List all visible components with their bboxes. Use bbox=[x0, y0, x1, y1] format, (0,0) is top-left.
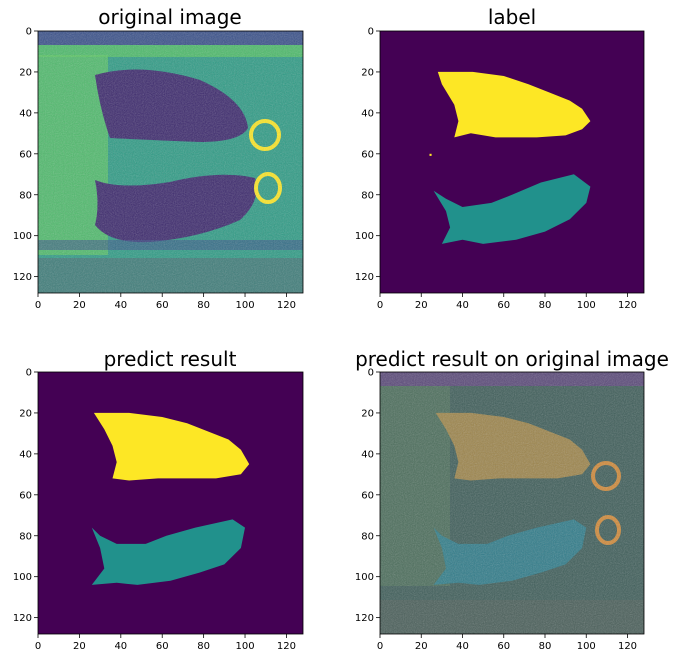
y-tick-label-label-60: 60 bbox=[361, 149, 374, 160]
y-tick-label-predict-120: 120 bbox=[13, 613, 32, 624]
predict-region-lower-lung-1 bbox=[91, 519, 245, 585]
x-tick-label-label-40: 40 bbox=[456, 300, 469, 311]
panel-title-original: original image bbox=[98, 5, 241, 29]
y-tick-label-overlay-20: 20 bbox=[361, 408, 374, 419]
y-tick-label-original-40: 40 bbox=[19, 108, 32, 119]
y-tick-label-predict-100: 100 bbox=[13, 572, 32, 583]
y-tick-label-overlay-40: 40 bbox=[361, 449, 374, 460]
x-tick-label-overlay-60: 60 bbox=[497, 641, 510, 652]
x-tick-label-predict-80: 80 bbox=[197, 641, 210, 652]
axes-layer: 0 20 40 60 80 100 120 0 20 40 60 80 100 120 0 20 40 60 80 1… bbox=[13, 27, 645, 652]
predict-regions bbox=[91, 412, 250, 585]
y-tick-label-overlay-100: 100 bbox=[355, 572, 374, 583]
y-tick-label-overlay-0: 0 bbox=[368, 368, 374, 379]
y-tick-label-original-60: 60 bbox=[19, 149, 32, 160]
y-tick-label-label-40: 40 bbox=[361, 108, 374, 119]
axes-original: 0 20 40 60 80 100 120 0 20 40 60 80 100 120 bbox=[13, 27, 304, 311]
y-tick-label-predict-40: 40 bbox=[19, 449, 32, 460]
x-tick-label-predict-20: 20 bbox=[73, 641, 86, 652]
x-tick-label-label-80: 80 bbox=[539, 300, 552, 311]
x-tick-label-overlay-80: 80 bbox=[539, 641, 552, 652]
y-tick-label-predict-20: 20 bbox=[19, 408, 32, 419]
axes-frame-overlay bbox=[379, 371, 645, 635]
x-tick-label-predict-0: 0 bbox=[35, 641, 41, 652]
label-background bbox=[380, 31, 644, 293]
x-tick-label-original-20: 20 bbox=[73, 300, 86, 311]
y-tick-label-overlay-120: 120 bbox=[355, 613, 374, 624]
x-tick-label-original-80: 80 bbox=[197, 300, 210, 311]
axes-label: 0 20 40 60 80 100 120 0 20 40 60 80 100 120 bbox=[355, 27, 645, 311]
y-tick-label-original-20: 20 bbox=[19, 67, 32, 78]
y-tick-label-original-120: 120 bbox=[13, 272, 32, 283]
x-tick-label-original-120: 120 bbox=[277, 300, 296, 311]
x-tick-label-label-20: 20 bbox=[415, 300, 428, 311]
label-region-upper-lung-0 bbox=[437, 71, 591, 138]
panel-overlay: predict result on original image bbox=[355, 347, 669, 634]
x-tick-label-original-60: 60 bbox=[156, 300, 169, 311]
y-tick-label-predict-60: 60 bbox=[19, 490, 32, 501]
x-tick-label-label-60: 60 bbox=[497, 300, 510, 311]
y-tick-label-label-80: 80 bbox=[361, 190, 374, 201]
x-tick-label-predict-60: 60 bbox=[156, 641, 169, 652]
y-tick-label-label-100: 100 bbox=[355, 231, 374, 242]
x-tick-label-label-120: 120 bbox=[618, 300, 637, 311]
y-tick-label-label-20: 20 bbox=[361, 67, 374, 78]
x-tick-label-overlay-0: 0 bbox=[377, 641, 383, 652]
x-tick-label-original-0: 0 bbox=[35, 300, 41, 311]
x-tick-label-predict-40: 40 bbox=[114, 641, 127, 652]
panel-original: original image bbox=[38, 5, 303, 293]
y-tick-label-label-0: 0 bbox=[368, 27, 374, 38]
axes-overlay: 0 20 40 60 80 100 120 0 20 40 60 80 100 120 bbox=[355, 368, 645, 652]
y-tick-label-overlay-80: 80 bbox=[361, 531, 374, 542]
predict-region-upper-lung-0 bbox=[93, 412, 250, 481]
x-tick-label-original-40: 40 bbox=[114, 300, 127, 311]
label-regions bbox=[429, 71, 591, 244]
panel-title-predict: predict result bbox=[104, 347, 237, 371]
panel-title-overlay: predict result on original image bbox=[355, 347, 669, 371]
axes-frame-original bbox=[37, 30, 304, 294]
label-region-upper-lung-2 bbox=[429, 153, 432, 156]
y-tick-label-original-0: 0 bbox=[26, 27, 32, 38]
y-tick-label-original-80: 80 bbox=[19, 190, 32, 201]
y-tick-label-predict-0: 0 bbox=[26, 368, 32, 379]
y-tick-label-predict-80: 80 bbox=[19, 531, 32, 542]
panel-predict: predict result bbox=[38, 347, 303, 634]
x-tick-label-overlay-120: 120 bbox=[618, 641, 637, 652]
x-tick-label-predict-120: 120 bbox=[277, 641, 296, 652]
panel-title-label: label bbox=[488, 5, 536, 29]
x-tick-label-overlay-20: 20 bbox=[415, 641, 428, 652]
axes-predict: 0 20 40 60 80 100 120 0 20 40 60 80 100 120 bbox=[13, 368, 304, 652]
axes-frame-label bbox=[379, 30, 645, 294]
image-original bbox=[38, 31, 303, 293]
y-tick-label-label-120: 120 bbox=[355, 272, 374, 283]
x-tick-label-original-100: 100 bbox=[235, 300, 254, 311]
x-tick-label-label-100: 100 bbox=[577, 300, 596, 311]
predict-background bbox=[38, 372, 303, 634]
x-tick-label-overlay-100: 100 bbox=[577, 641, 596, 652]
image-overlay bbox=[380, 372, 644, 634]
y-tick-label-original-100: 100 bbox=[13, 231, 32, 242]
x-tick-label-predict-100: 100 bbox=[235, 641, 254, 652]
y-tick-label-overlay-60: 60 bbox=[361, 490, 374, 501]
panel-label: label bbox=[380, 5, 644, 293]
x-tick-label-label-0: 0 bbox=[377, 300, 383, 311]
label-region-lower-lung-1 bbox=[433, 174, 591, 244]
axes-frame-predict bbox=[37, 371, 304, 635]
x-tick-label-overlay-40: 40 bbox=[456, 641, 469, 652]
